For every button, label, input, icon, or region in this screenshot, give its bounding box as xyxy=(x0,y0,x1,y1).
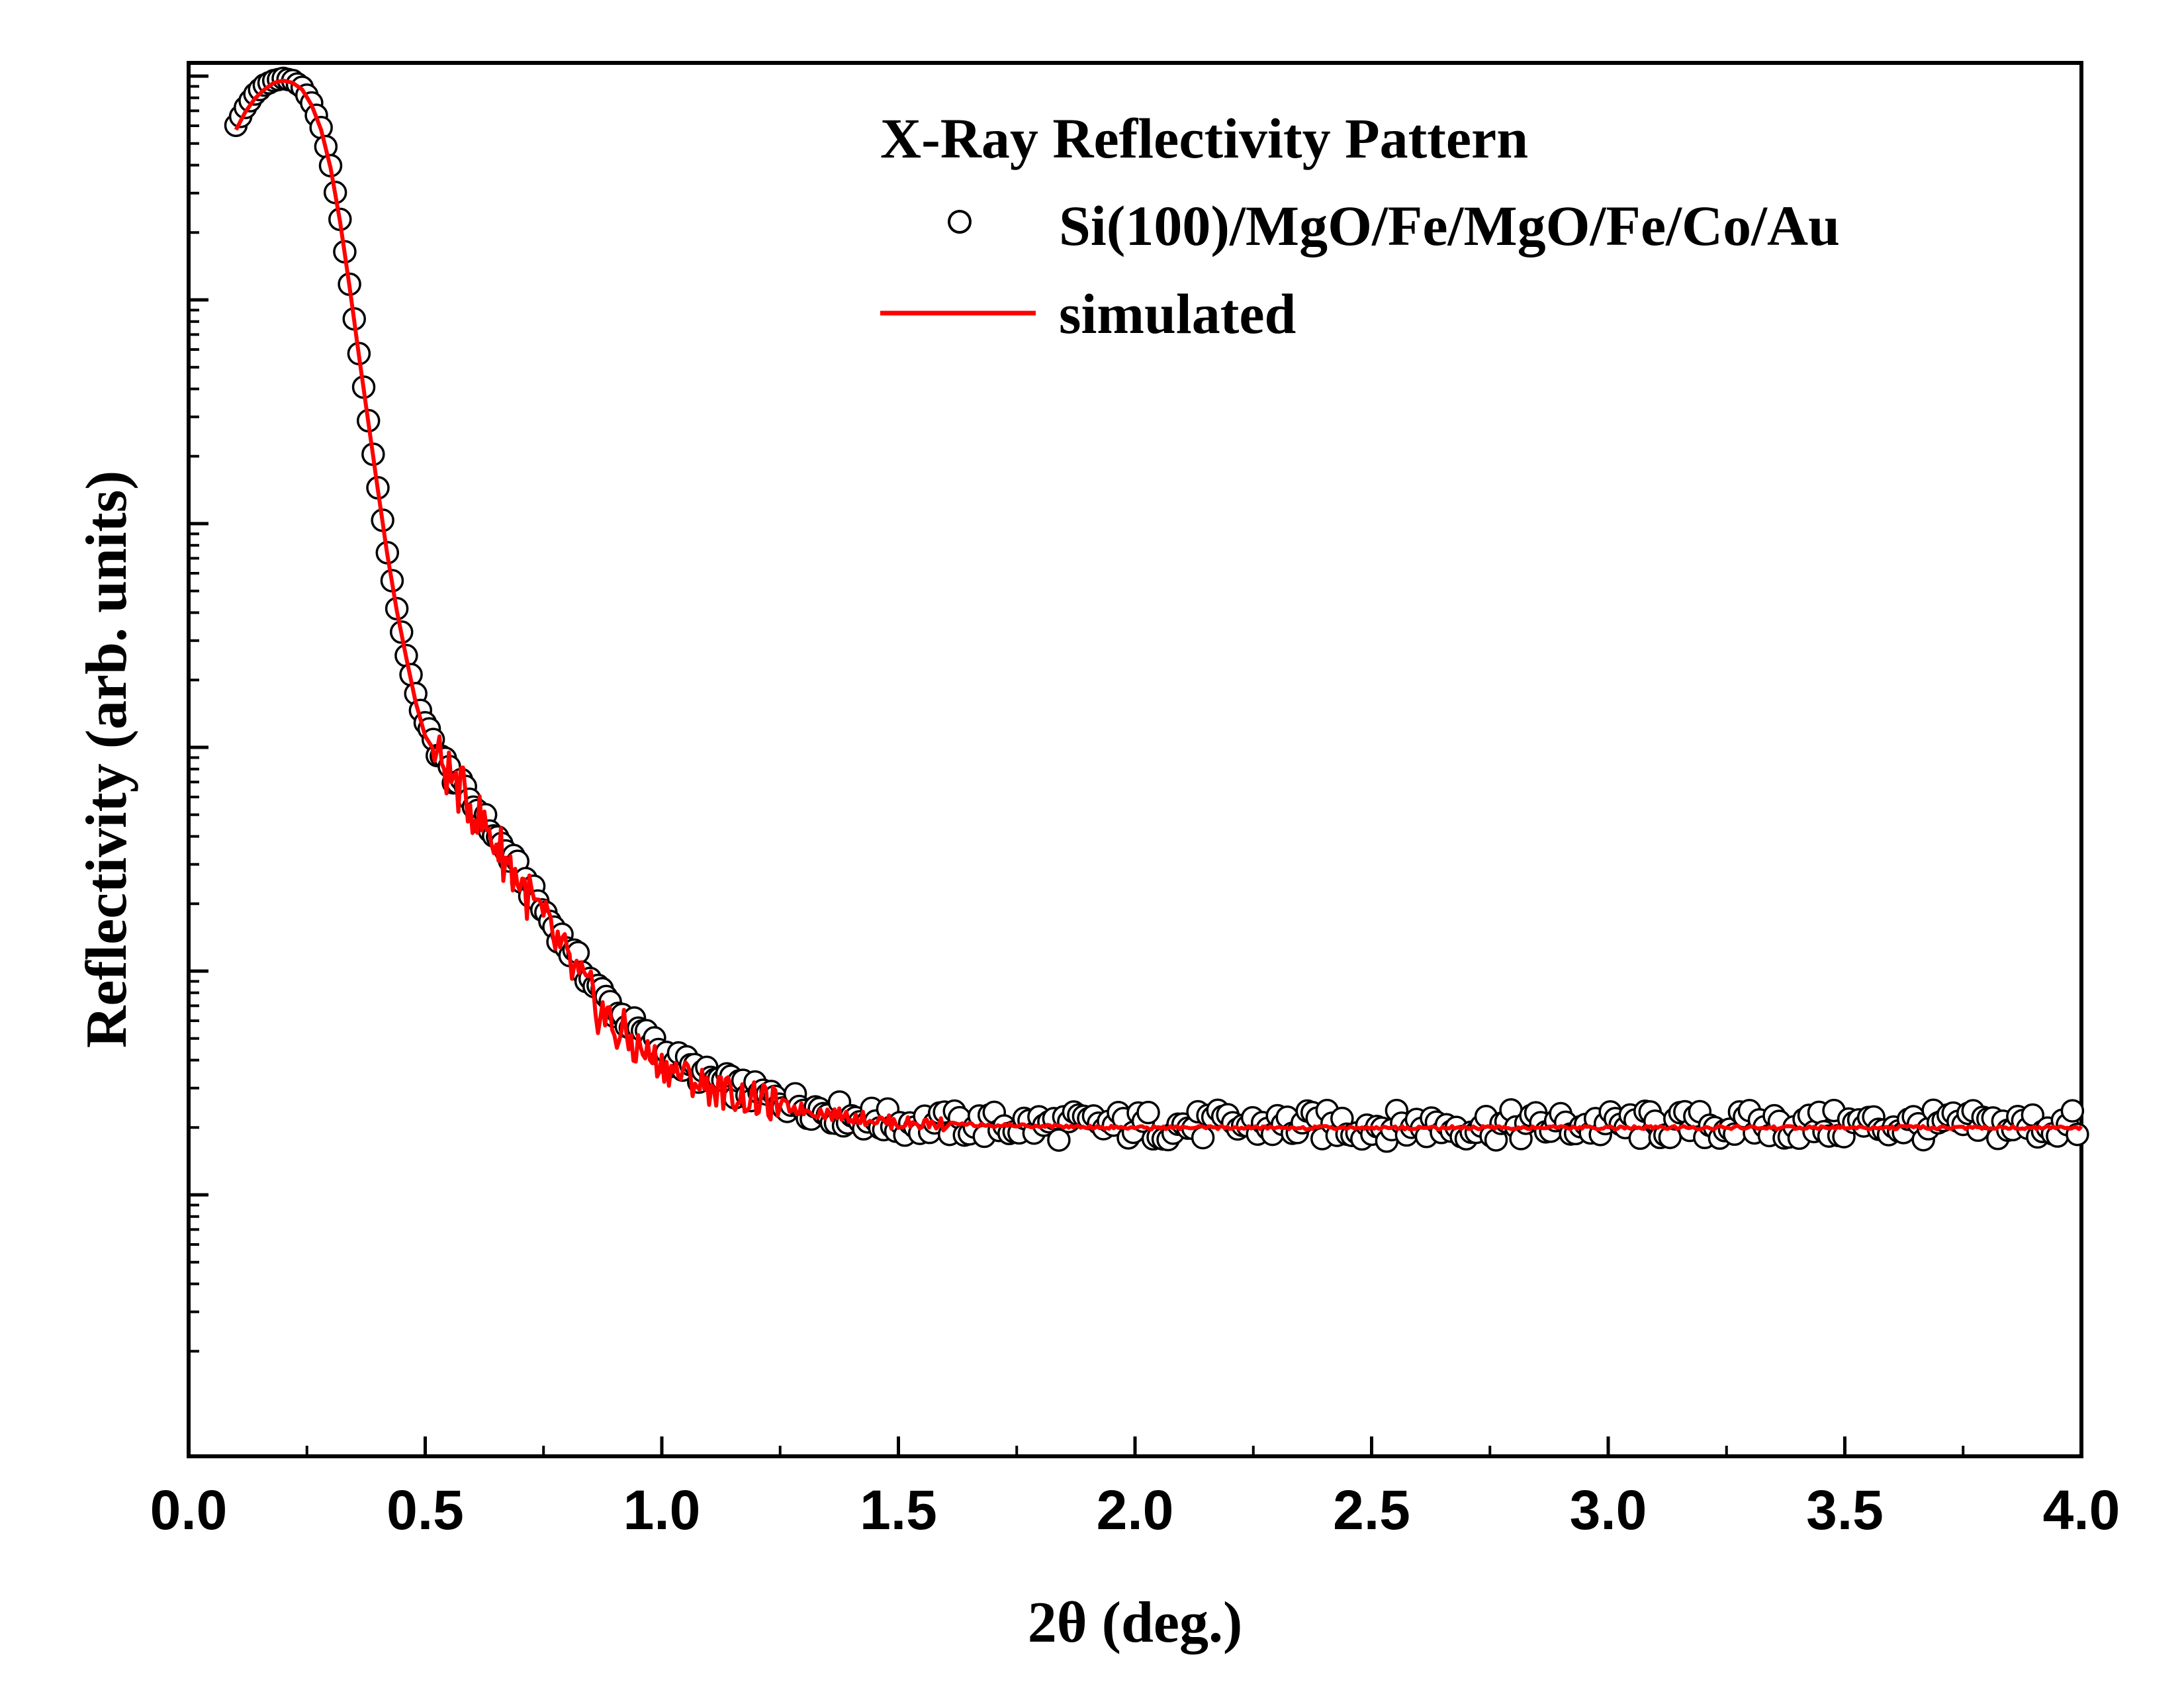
legend-label-measured: Si(100)/MgO/Fe/MgO/Fe/Co/Au xyxy=(1059,194,1840,258)
x-axis-ticks: 0.0 0.5 1.0 1.5 2.0 2.5 3.0 3.5 4.0 xyxy=(150,1436,2120,1541)
x-tick-label: 3.5 xyxy=(1806,1479,1884,1541)
legend: X-Ray Reflectivity Pattern Si(100)/MgO/F… xyxy=(880,107,1840,346)
y-axis-ticks xyxy=(189,74,208,1353)
x-tick-label: 1.5 xyxy=(860,1479,937,1541)
x-tick-label: 4.0 xyxy=(2043,1479,2120,1541)
data-point xyxy=(1191,1125,1215,1150)
data-point xyxy=(2060,1099,2085,1123)
x-tick-label: 3.0 xyxy=(1570,1479,1647,1541)
x-tick-label: 2.0 xyxy=(1097,1479,1174,1541)
data-point xyxy=(1136,1100,1160,1125)
legend-label-simulated: simulated xyxy=(1059,282,1296,346)
x-tick-label: 1.0 xyxy=(623,1479,701,1541)
data-markers xyxy=(224,66,2089,1153)
legend-circle-marker xyxy=(948,210,972,234)
x-tick-label: 0.0 xyxy=(150,1479,228,1541)
simulated-line xyxy=(234,78,2083,1133)
sim-line-layer xyxy=(234,78,2083,1133)
data-point xyxy=(1628,1126,1653,1150)
x-tick-label: 2.5 xyxy=(1333,1479,1410,1541)
data-point xyxy=(1047,1128,1071,1152)
x-tick-label: 0.5 xyxy=(387,1479,464,1541)
chart-title: X-Ray Reflectivity Pattern xyxy=(880,107,1528,170)
x-axis-title: 2θ (deg.) xyxy=(1028,1591,1243,1655)
plot-frame xyxy=(187,61,2083,1458)
y-axis-title: Reflectivity (arb. units) xyxy=(75,471,139,1048)
